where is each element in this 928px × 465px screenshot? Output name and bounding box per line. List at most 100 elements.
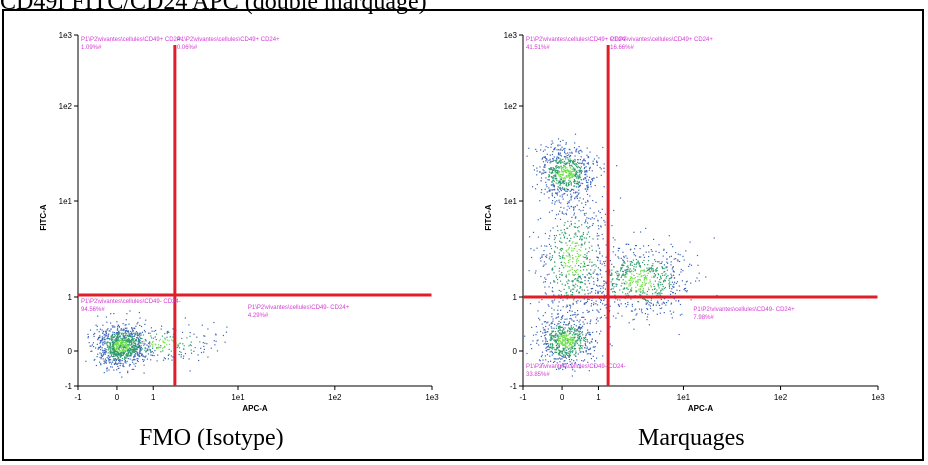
event-dot: [597, 274, 599, 276]
event-dot: [554, 331, 556, 333]
event-dot: [587, 157, 589, 159]
event-dot: [552, 300, 554, 302]
event-dot: [123, 358, 126, 360]
event-dot: [579, 286, 581, 288]
event-dot: [132, 350, 134, 352]
event-dot: [551, 287, 554, 289]
event-dot: [138, 344, 140, 346]
event-dot: [558, 349, 560, 351]
event-dot: [128, 334, 130, 336]
event-dot: [119, 335, 121, 337]
event-dot: [574, 348, 576, 350]
event-dot: [633, 277, 635, 280]
event-dot: [592, 180, 594, 182]
event-dot: [152, 344, 154, 346]
event-dot: [128, 354, 130, 356]
event-dot: [571, 168, 573, 170]
event-dot: [113, 325, 115, 327]
event-dot: [623, 255, 625, 257]
event-dot: [587, 227, 589, 229]
event-dot: [575, 173, 577, 175]
event-dot: [570, 160, 572, 162]
event-dot: [577, 230, 579, 232]
event-dot: [662, 274, 664, 277]
event-dot: [575, 334, 577, 336]
event-dot: [129, 349, 131, 352]
event-dot: [558, 182, 561, 184]
event-dot: [595, 289, 597, 292]
event-dot: [630, 290, 632, 292]
event-dot: [571, 337, 574, 339]
event-dot: [137, 353, 139, 355]
event-dot: [558, 338, 560, 340]
event-dot: [585, 173, 587, 175]
event-dot: [156, 360, 158, 362]
event-dot: [574, 286, 576, 288]
event-dot: [558, 346, 560, 348]
event-dot: [557, 171, 559, 173]
event-dot: [587, 298, 589, 300]
event-dot: [620, 285, 622, 287]
event-dot: [577, 334, 579, 336]
event-dot: [574, 155, 576, 157]
event-dot: [553, 346, 555, 348]
event-dot: [568, 270, 570, 272]
event-dot: [583, 164, 585, 166]
event-dot: [124, 356, 126, 358]
event-dot: [128, 350, 130, 352]
event-dot: [578, 152, 580, 154]
event-dot: [582, 198, 584, 200]
event-dot: [643, 269, 645, 271]
event-dot: [549, 235, 551, 237]
event-dot: [576, 197, 578, 200]
event-dot: [672, 266, 674, 269]
event-dot: [559, 166, 561, 168]
event-dot: [569, 307, 571, 309]
event-dot: [542, 172, 545, 174]
event-dot: [549, 343, 552, 345]
event-dot: [181, 337, 183, 340]
event-dot: [552, 353, 555, 355]
event-dot: [130, 355, 132, 357]
event-dot: [647, 302, 649, 304]
event-dot: [618, 275, 620, 277]
event-dot: [536, 170, 538, 172]
event-dot: [559, 350, 561, 352]
event-dot: [581, 151, 583, 153]
event-dot: [126, 347, 128, 349]
event-dot: [549, 344, 551, 346]
event-dot: [577, 178, 579, 180]
event-dot: [583, 337, 585, 340]
event-dot: [562, 139, 564, 141]
event-dot: [671, 317, 673, 319]
event-dot: [130, 332, 132, 335]
event-dot: [571, 351, 573, 353]
event-dot: [123, 350, 125, 352]
event-dot: [575, 244, 577, 247]
event-dot: [140, 355, 143, 357]
event-dot: [656, 293, 658, 295]
event-dot: [542, 362, 544, 364]
event-dot: [579, 367, 581, 369]
event-dot: [630, 310, 632, 312]
event-dot: [557, 166, 560, 168]
event-dot: [154, 350, 156, 352]
event-dot: [559, 276, 561, 278]
event-dot: [154, 343, 156, 345]
event-dot: [644, 284, 646, 286]
event-dot: [631, 261, 633, 263]
event-dot: [123, 335, 125, 337]
event-dot: [591, 178, 593, 180]
event-dot: [658, 293, 660, 295]
event-dot: [555, 358, 557, 360]
event-dot: [579, 162, 581, 164]
event-dot: [584, 214, 586, 216]
event-dot: [623, 282, 625, 284]
event-dot: [166, 332, 168, 334]
event-dot: [551, 344, 553, 346]
event-dot: [581, 170, 583, 172]
event-dot: [559, 327, 561, 329]
event-dot: [137, 346, 139, 348]
event-dot: [543, 281, 545, 283]
event-dot: [600, 168, 602, 170]
